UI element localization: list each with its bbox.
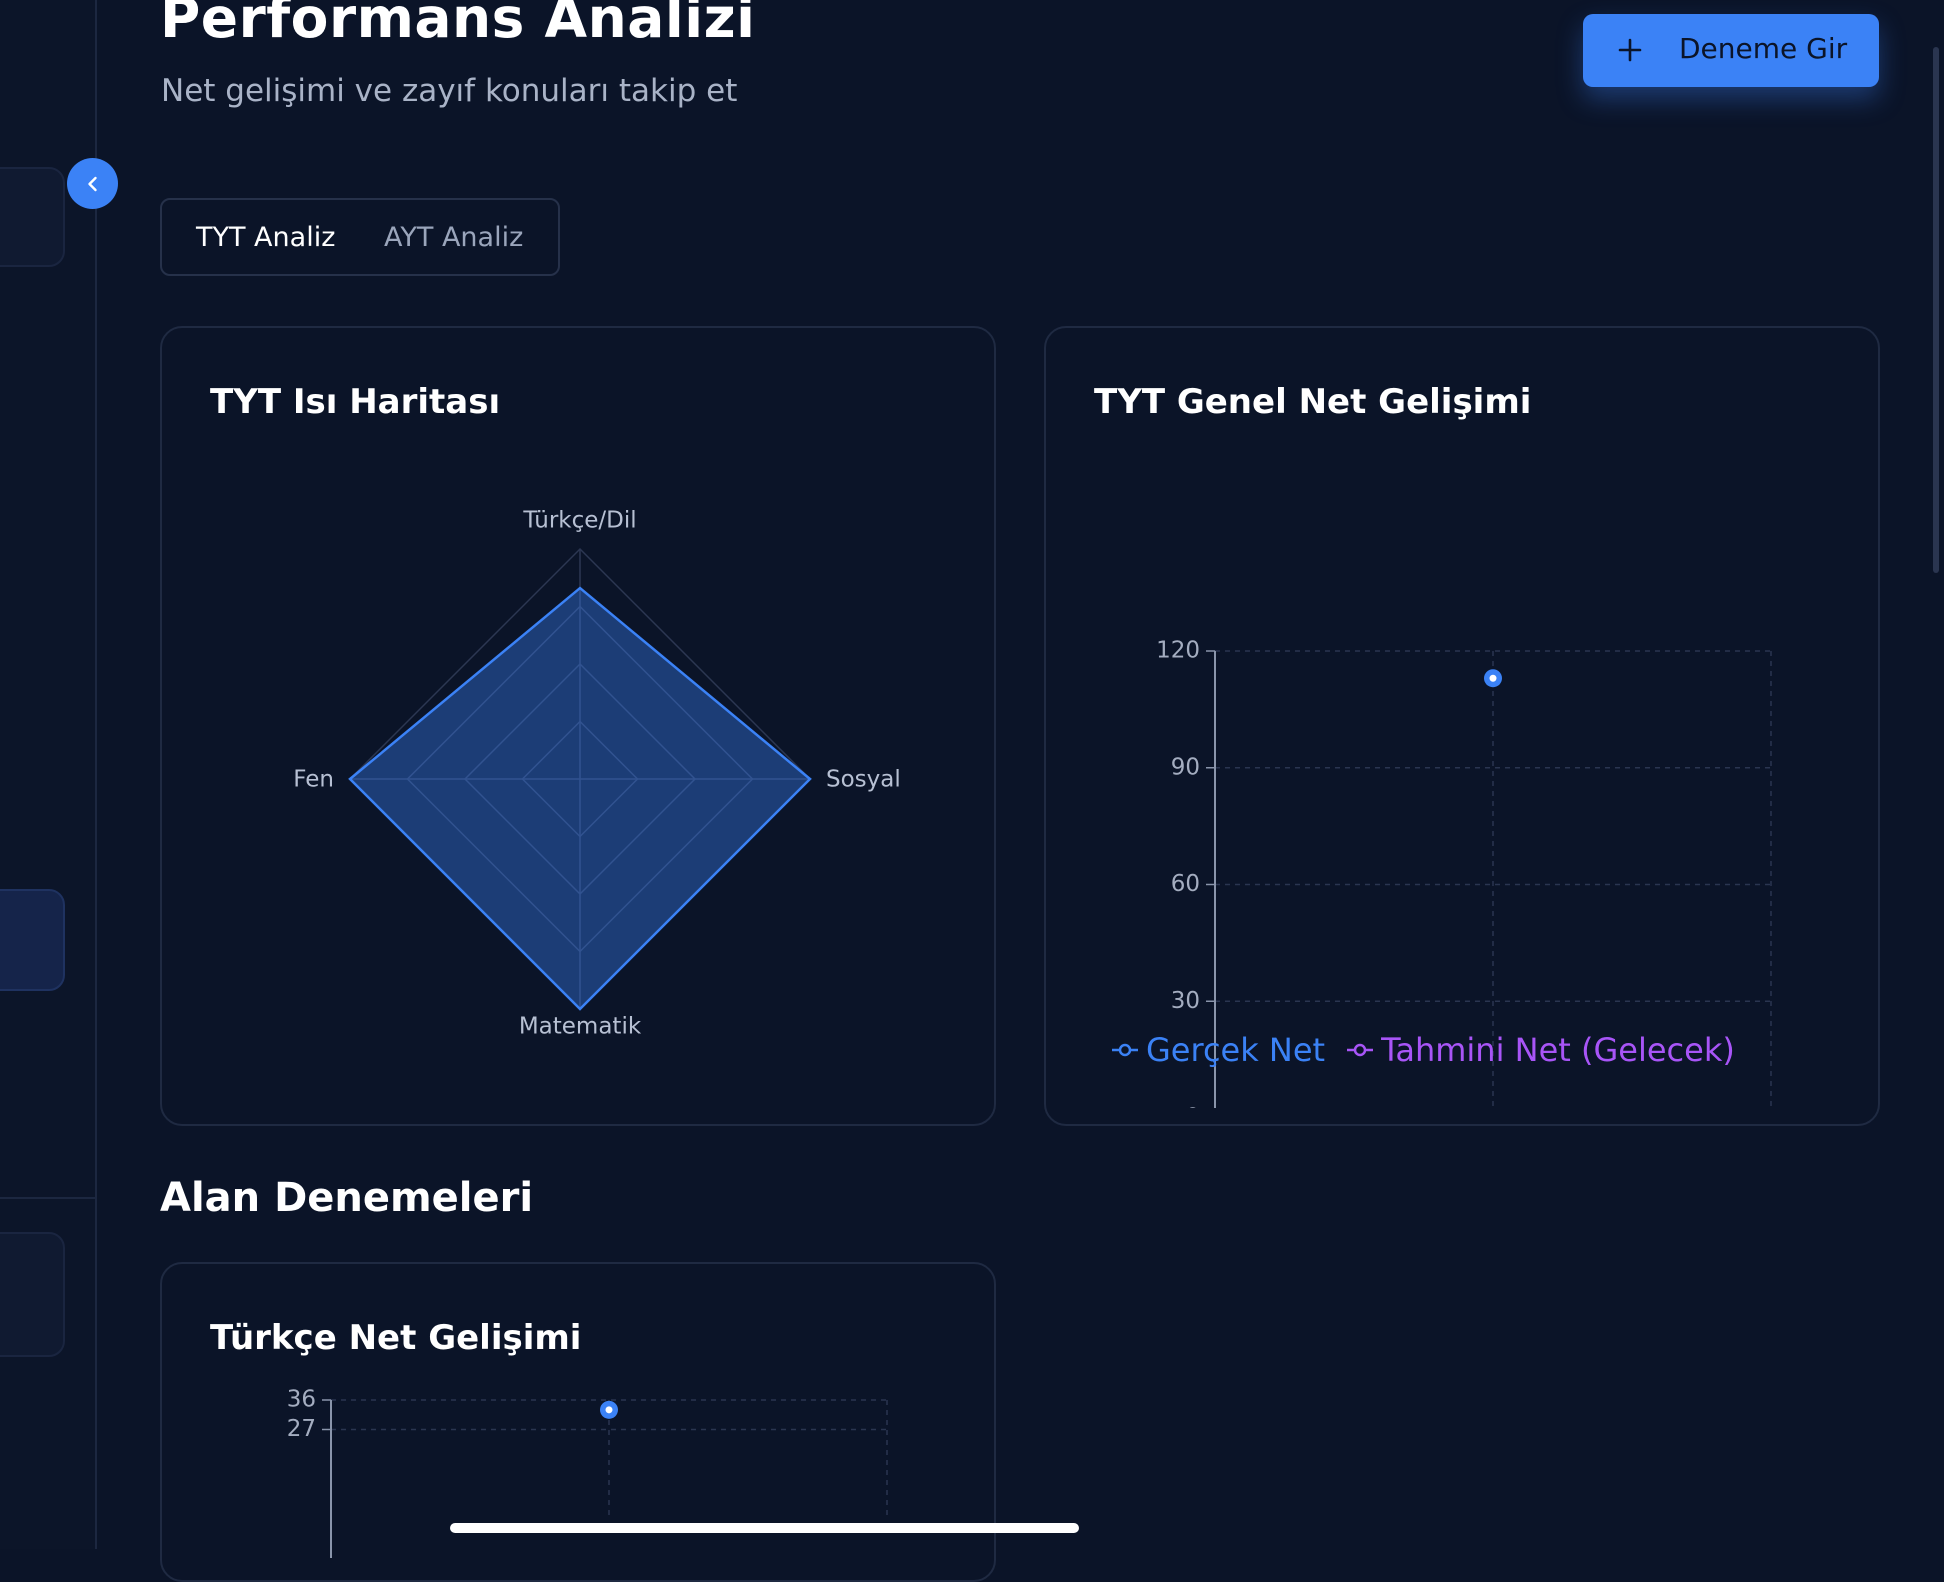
sidebar-item[interactable] <box>0 1232 65 1357</box>
y-tick-label: 120 <box>1156 638 1200 664</box>
page-subtitle: Net gelişimi ve zayıf konuları takip et <box>161 73 738 109</box>
actual-net-legend-icon <box>1112 1043 1138 1057</box>
sidebar-divider <box>0 1197 95 1199</box>
radar-axis-label: Türkçe/Dil <box>522 508 636 534</box>
net-progress-card-title: TYT Genel Net Gelişimi <box>1094 382 1532 422</box>
sidebar-item[interactable] <box>0 167 65 267</box>
radar-axis-label: Sosyal <box>826 767 901 793</box>
chevron-left-icon <box>87 176 97 191</box>
sidebar-collapse-button[interactable] <box>67 158 118 209</box>
chart-legend: Gerçek Net Tahmini Net (Gelecek) <box>1110 1031 1735 1069</box>
y-tick-label: 36 <box>287 1387 316 1413</box>
predicted-net-legend-icon <box>1347 1043 1374 1057</box>
sidebar-item-active[interactable] <box>0 889 65 991</box>
turkce-net-card: Türkçe Net Gelişimi 27 36 <box>160 1262 996 1582</box>
plus-icon <box>1618 38 1642 62</box>
add-exam-button[interactable]: Deneme Gir <box>1583 14 1879 87</box>
y-tick-label: 30 <box>1171 988 1200 1014</box>
y-tick-label: 0 <box>1185 1105 1200 1109</box>
scrollbar[interactable] <box>1933 47 1939 573</box>
analysis-tabs: TYT Analiz AYT Analiz <box>160 198 560 276</box>
y-tick-label: 27 <box>287 1416 316 1442</box>
radar-axis-label: Matematik <box>519 1014 642 1040</box>
legend-predicted-net: Tahmini Net (Gelecek) <box>1381 1031 1735 1069</box>
data-point-center <box>1489 674 1497 682</box>
legend-actual-net: Gerçek Net <box>1146 1031 1326 1069</box>
net-line-chart: 030609012015 Oca <box>1156 638 1772 1109</box>
radar-chart: Türkçe/Dil Sosyal Matematik Fen <box>293 508 901 1040</box>
sidebar <box>0 0 97 1549</box>
tab-ayt-analiz[interactable]: AYT Analiz <box>384 222 524 253</box>
page-title: Performans Analizi <box>160 0 756 50</box>
heatmap-card-title: TYT Isı Haritası <box>210 382 501 422</box>
turkce-net-card-title: Türkçe Net Gelişimi <box>210 1318 582 1358</box>
tab-tyt-analiz[interactable]: TYT Analiz <box>196 222 336 253</box>
heatmap-card: TYT Isı Haritası Türkçe/Dil Sosyal Matemat… <box>160 326 996 1126</box>
radar-axis-label: Fen <box>293 767 334 793</box>
section-title-alan-denemeleri: Alan Denemeleri <box>160 1175 534 1221</box>
y-tick-label: 60 <box>1171 871 1200 897</box>
home-indicator <box>450 1523 1079 1533</box>
net-progress-card: TYT Genel Net Gelişimi 030609012015 Oca … <box>1044 326 1880 1126</box>
data-point-center <box>605 1406 613 1414</box>
add-exam-button-label: Deneme Gir <box>1679 32 1848 65</box>
y-tick-label: 90 <box>1171 754 1200 780</box>
radar-data-area <box>348 586 812 1011</box>
